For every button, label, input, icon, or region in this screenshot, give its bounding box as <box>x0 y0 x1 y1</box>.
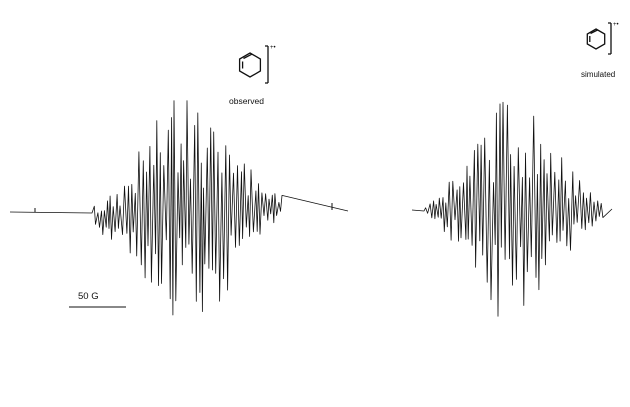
simulated-radical-charge: +• <box>613 22 619 28</box>
cyclohexadiene-structure-icon-simulated <box>586 22 612 55</box>
simulated-label: simulated <box>581 70 615 79</box>
cyclohexadiene-structure-icon <box>238 45 269 84</box>
observed-label: observed <box>229 96 264 106</box>
observed-spectrum-trace <box>9 100 349 316</box>
observed-panel: +• observed 50 G <box>9 45 349 316</box>
observed-radical-charge: +• <box>270 45 276 51</box>
simulated-panel: +• simulated <box>411 22 619 317</box>
simulated-spectrum-trace <box>411 101 613 317</box>
scale-bar-label: 50 G <box>78 291 99 302</box>
